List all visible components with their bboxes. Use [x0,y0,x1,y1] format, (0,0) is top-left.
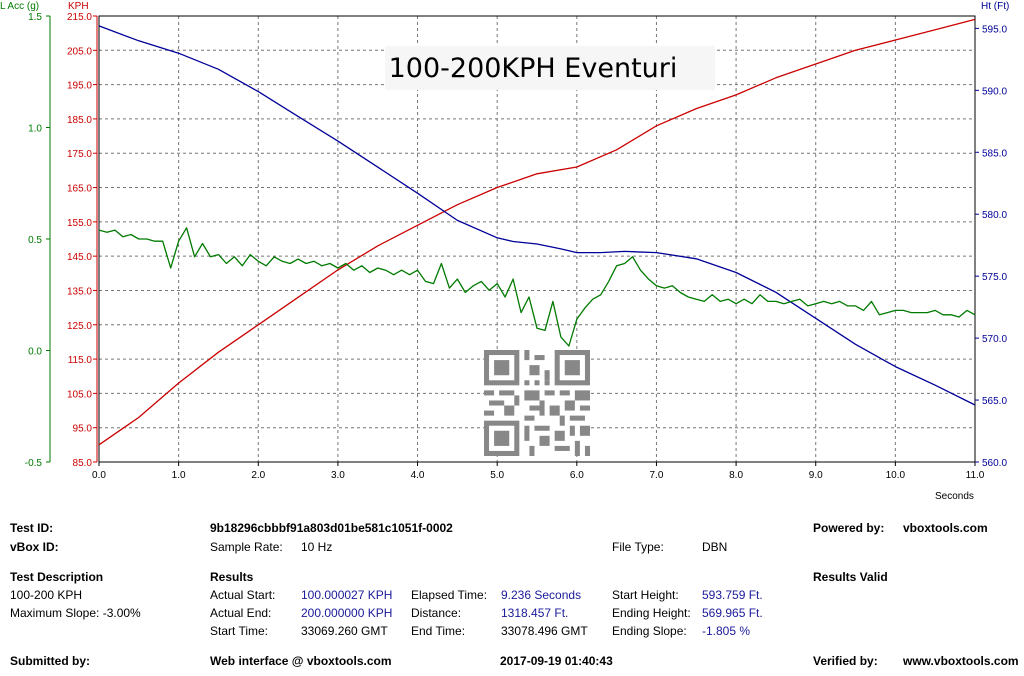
start-time-label: Start Time: [210,624,269,638]
ht-tick-label: 590.0 [982,86,1007,97]
x-tick-label: 7.0 [650,470,664,481]
series-group [98,18,976,446]
ending-height-value: 569.965 Ft. [702,606,763,620]
kph-tick-label: 195.0 [67,81,92,92]
elapsed-time-label: Elapsed Time: [411,588,488,602]
x-tick-label: 10.0 [886,470,906,481]
axis-ticks: 0.0 1.0 2.0 3.0 4.0 5.0 6.0 7.0 8.0 9.0 10.0 11.0 21… [25,12,1008,481]
kph-axis-label: KPH [68,1,89,12]
kph-tick-label: 95.0 [73,424,93,435]
kph-tick-label: 215.0 [67,12,92,23]
ht-tick-label: 560.0 [982,458,1007,469]
elapsed-time-value: 9.236 Seconds [501,588,582,602]
ht-tick-label: 595.0 [982,24,1007,35]
x-tick-label: 8.0 [729,470,743,481]
start-height-label: Start Height: [612,588,679,602]
results-label: Results [210,570,254,584]
kph-tick-label: 105.0 [67,389,92,400]
x-tick-label: 2.0 [251,470,265,481]
lacc-axis-label: L Acc (g) [0,1,39,12]
x-unit-label: Seconds [935,491,974,500]
powered-by-value[interactable]: vboxtools.com [903,521,988,535]
x-tick-label: 11.0 [966,470,985,481]
file-type-label: File Type: [612,540,664,554]
test-id-label: Test ID: [10,521,54,535]
kph-tick-label: 205.0 [67,46,92,57]
kph-tick-label: 145.0 [67,252,92,263]
sample-rate-label: Sample Rate: [210,540,283,554]
vbox-id-label: vBox ID: [10,540,59,554]
test-id-value: 9b18296cbbbf91a803d01be581c1051f-0002 [210,521,453,535]
ht-tick-label: 585.0 [982,148,1007,159]
sample-rate-value: 10 Hz [301,540,333,554]
verified-by-label: Verified by: [813,654,878,668]
ht-tick-label: 580.0 [982,210,1007,221]
series-line-ht [98,25,976,406]
test-description-line-1: 100-200 KPH [10,588,83,602]
kph-tick-label: 115.0 [68,355,93,366]
kph-tick-label: 125.0 [67,321,92,332]
end-time-label: End Time: [411,624,466,638]
x-tick-label: 5.0 [490,470,504,481]
x-tick-label: 0.0 [92,470,106,481]
ht-axis-label: Ht (Ft) [981,1,1009,12]
series-line-kph [98,18,976,446]
distance-label: Distance: [411,606,462,620]
actual-start-value: 100.000027 KPH [301,588,393,602]
test-description-line-2: Maximum Slope: -3.00% [10,606,141,620]
file-type-value: DBN [702,540,728,554]
lacc-tick-label: 0.0 [28,347,42,358]
ending-height-label: Ending Height: [612,606,691,620]
x-tick-label: 9.0 [809,470,823,481]
results-valid-label: Results Valid [813,570,888,584]
x-tick-label: 3.0 [331,470,345,481]
submitted-by-label: Submitted by: [10,654,90,668]
kph-tick-label: 175.0 [67,149,92,160]
ending-slope-value: -1.805 % [702,624,751,638]
ht-tick-label: 565.0 [982,396,1007,407]
web-interface-link[interactable]: Web interface @ vboxtools.com [210,654,392,668]
actual-start-label: Actual Start: [210,588,276,602]
plot-frame [98,15,976,463]
distance-value: 1318.457 Ft. [501,606,569,620]
kph-tick-label: 135.0 [67,286,92,297]
lacc-tick-label: 1.0 [28,124,42,135]
start-time-value: 33069.260 GMT [301,624,388,638]
kph-tick-label: 85.0 [73,458,93,469]
verified-by-value[interactable]: www.vboxtools.com [903,654,1019,668]
ht-tick-label: 570.0 [982,334,1007,345]
timestamp: 2017-09-19 01:40:43 [500,654,613,668]
kph-tick-label: 155.0 [67,218,92,229]
powered-by-label: Powered by: [813,521,885,535]
series-line-lacc [98,227,976,347]
start-height-value: 593.759 Ft. [702,588,763,602]
kph-tick-label: 185.0 [67,115,92,126]
lacc-tick-label: 0.5 [28,235,42,246]
lacc-tick-label: -0.5 [25,458,43,469]
title-box [385,46,715,90]
qr-code [484,350,590,456]
test-description-label: Test Description [10,570,104,584]
actual-end-label: Actual End: [210,606,272,620]
actual-end-value: 200.000000 KPH [301,606,393,620]
ending-slope-label: Ending Slope: [612,624,687,638]
x-tick-label: 6.0 [570,470,584,481]
ht-tick-label: 575.0 [982,272,1007,283]
chart-title: 100-200KPH Eventuri [389,53,678,84]
x-tick-label: 1.0 [172,470,186,481]
kph-tick-label: 165.0 [67,184,92,195]
lacc-tick-label: 1.5 [28,12,42,23]
x-tick-label: 4.0 [411,470,425,481]
end-time-value: 33078.496 GMT [501,624,588,638]
